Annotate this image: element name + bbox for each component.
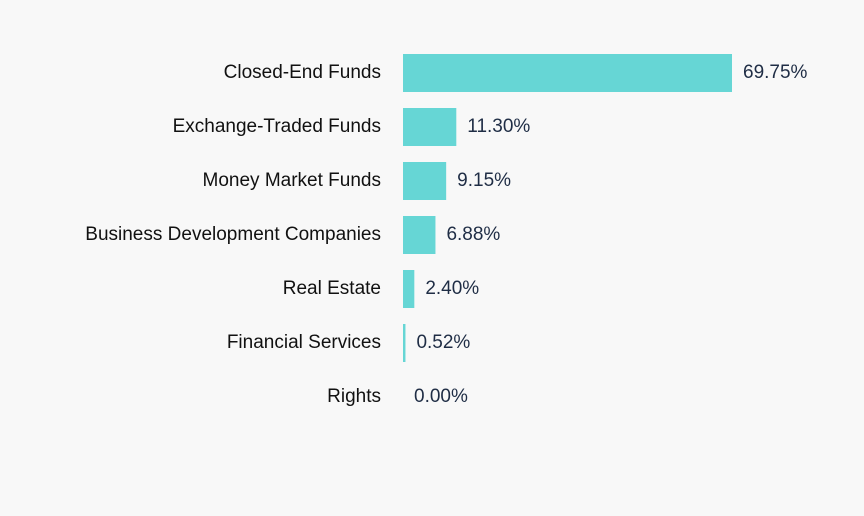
category-label: Real Estate [283, 278, 381, 299]
category-label: Business Development Companies [85, 224, 381, 245]
value-label: 9.15% [457, 170, 511, 191]
bar [403, 216, 436, 254]
value-label: 0.52% [416, 332, 470, 353]
value-label: 11.30% [467, 116, 530, 137]
category-label: Closed-End Funds [224, 62, 381, 83]
category-label: Money Market Funds [203, 170, 381, 191]
value-label: 6.88% [446, 224, 500, 245]
bar [403, 108, 457, 146]
bar [403, 54, 732, 92]
value-label: 0.00% [414, 386, 468, 407]
bar [403, 162, 447, 200]
value-label: 2.40% [425, 278, 479, 299]
bar [403, 270, 415, 308]
category-label: Financial Services [227, 332, 381, 353]
category-label: Exchange-Traded Funds [173, 116, 381, 137]
value-label: 69.75% [743, 62, 808, 83]
category-label: Rights [327, 386, 381, 407]
bar [403, 324, 406, 362]
